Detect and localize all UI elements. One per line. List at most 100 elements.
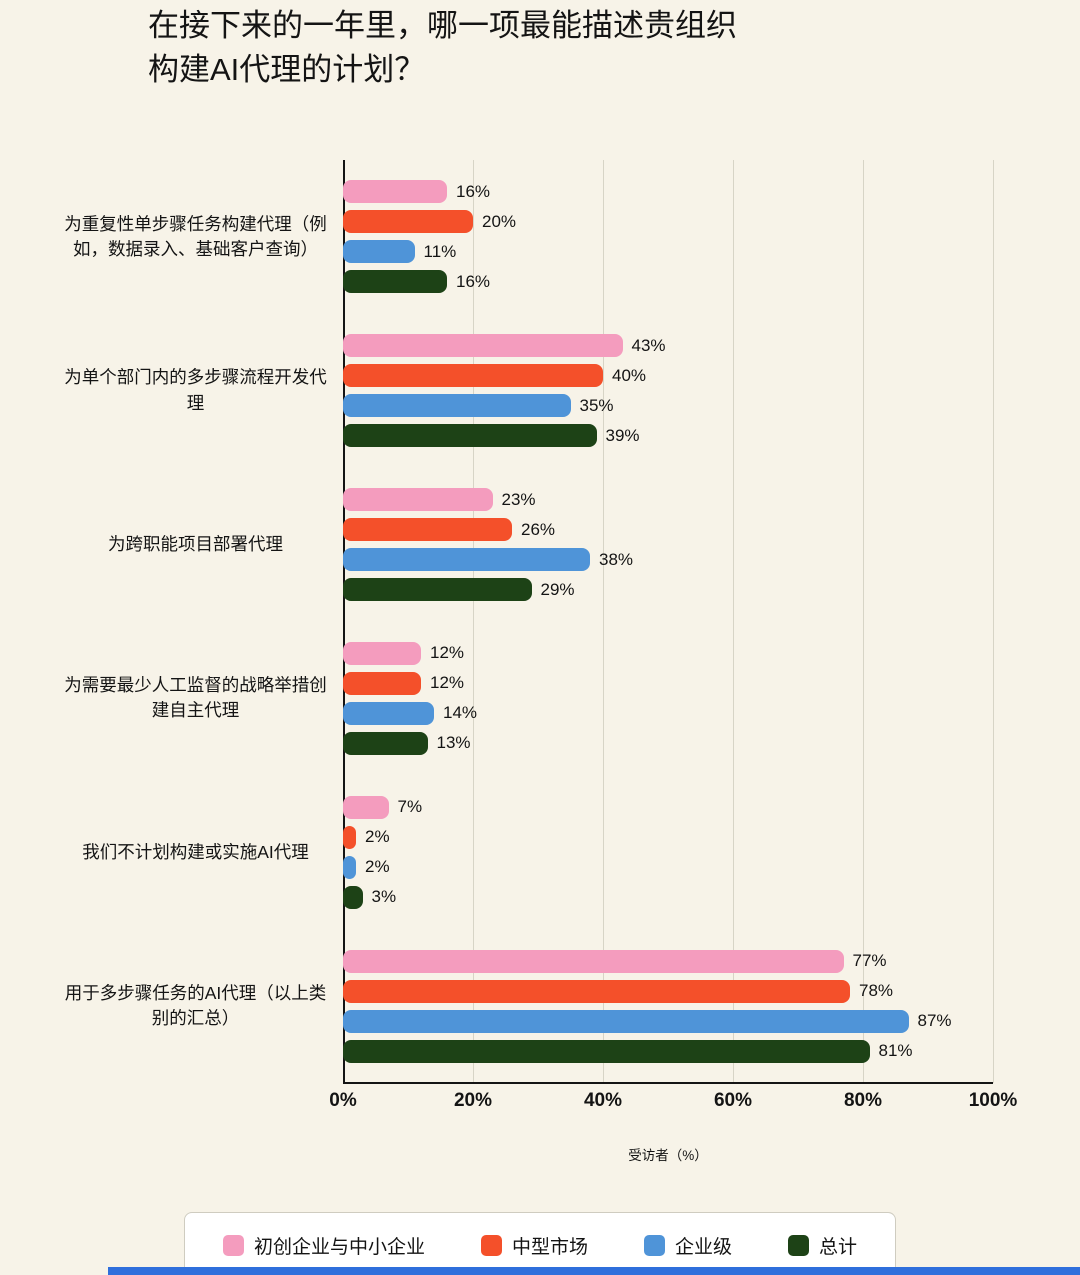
legend-swatch (643, 1234, 665, 1256)
bar (343, 641, 421, 665)
bar-group: 我们不计划构建或实施AI代理 7% 2% 2% 3% (60, 775, 993, 929)
bar (343, 855, 356, 879)
bar-row: 11% (343, 240, 993, 264)
bar (343, 1009, 909, 1033)
bar (343, 979, 850, 1003)
bar-row: 77% (343, 949, 993, 973)
legend-item: 中型市场 (480, 1232, 588, 1259)
category-label: 用于多步骤任务的AI代理（以上类别的汇总） (64, 982, 327, 1029)
bar (343, 394, 571, 418)
bar-row: 40% (343, 364, 993, 388)
bar-group: 用于多步骤任务的AI代理（以上类别的汇总） 77% 78% 87% 81% (60, 929, 993, 1083)
bar (343, 949, 844, 973)
legend-swatch (787, 1234, 809, 1256)
bar (343, 334, 623, 358)
gridline (993, 160, 994, 1083)
bar-row: 12% (343, 641, 993, 665)
bar-row: 2% (343, 855, 993, 879)
bar-row: 38% (343, 548, 993, 572)
x-tick-label: 80% (843, 1090, 883, 1111)
category-label: 为跨职能项目部署代理 (108, 533, 283, 554)
bar-row: 20% (343, 210, 993, 234)
x-tick-label: 60% (713, 1090, 753, 1111)
bar-group: 为需要最少人工监督的战略举措创建自主代理 12% 12% 14% 13% (60, 621, 993, 775)
bar (343, 518, 512, 542)
bar (343, 885, 363, 909)
bar-value-label: 2% (365, 857, 390, 877)
bar-row: 7% (343, 795, 993, 819)
bar-stack: 7% 2% 2% 3% (343, 775, 993, 929)
x-axis-ticks: 0% 20% 40% 60% 80% 100% (60, 1090, 1017, 1116)
bar-value-label: 2% (365, 827, 390, 847)
bar-value-label: 12% (430, 673, 465, 693)
legend-swatch (223, 1234, 244, 1256)
category-label: 我们不计划构建或实施AI代理 (82, 841, 309, 862)
bar (343, 488, 493, 512)
bar (343, 364, 603, 388)
bar-row: 29% (343, 578, 993, 602)
legend-item: 初创企业与中小企业 (223, 1232, 425, 1259)
gridline (473, 160, 474, 1083)
bar (343, 424, 597, 448)
bottom-blue-strip (108, 1267, 1080, 1275)
bar-row: 14% (343, 701, 993, 725)
bar-row: 16% (343, 270, 993, 294)
bar-value-label: 40% (612, 365, 647, 385)
bar-row: 39% (343, 424, 993, 448)
legend-item: 企业级 (643, 1232, 732, 1259)
category-label: 为单个部门内的多步骤流程开发代理 (64, 367, 327, 413)
bar (343, 210, 473, 234)
bar-row: 78% (343, 979, 993, 1003)
bar-stack: 16% 20% 11% 16% (343, 160, 993, 314)
x-tick-label: 40% (583, 1090, 623, 1111)
bar-row: 16% (343, 180, 993, 204)
bar-value-label: 35% (579, 395, 614, 415)
bar (343, 1039, 870, 1063)
bar-value-label: 16% (456, 271, 491, 291)
legend: 初创企业与中小企业 中型市场 企业级 总计 (184, 1212, 896, 1275)
bar-stack: 43% 40% 35% 39% (343, 314, 993, 468)
bar (343, 731, 428, 755)
x-axis-line (343, 1082, 993, 1084)
bar-value-label: 7% (397, 797, 423, 817)
bar-row: 26% (343, 518, 993, 542)
bar-row: 3% (343, 885, 993, 909)
bar-row: 12% (343, 671, 993, 695)
gridline (603, 160, 604, 1083)
legend-item: 总计 (787, 1232, 857, 1259)
bar-value-label: 38% (599, 549, 634, 569)
bar-value-label: 81% (878, 1041, 913, 1061)
bar-row: 87% (343, 1009, 993, 1033)
legend-label: 企业级 (674, 1236, 732, 1258)
category-label: 为需要最少人工监督的战略举措创建自主代理 (64, 675, 327, 721)
y-axis-line (343, 160, 345, 1083)
bar-row: 43% (343, 334, 993, 358)
bar-value-label: 26% (521, 519, 556, 539)
bar (343, 270, 447, 294)
legend-label: 中型市场 (511, 1236, 588, 1258)
bar (343, 180, 447, 204)
bar-value-label: 13% (436, 733, 471, 753)
bar-chart: 为重复性单步骤任务构建代理（例如，数据录入、基础客户查询） 16% 20% 11% 16… (60, 160, 994, 1084)
x-tick-label: 20% (453, 1090, 493, 1111)
bar-groups: 为重复性单步骤任务构建代理（例如，数据录入、基础客户查询） 16% 20% 11% 16… (60, 160, 993, 1083)
bar-value-label: 12% (430, 643, 465, 663)
bar (343, 701, 434, 725)
bar-value-label: 14% (443, 703, 478, 723)
bar-stack: 23% 26% 38% 29% (343, 468, 993, 622)
legend-swatch (480, 1234, 502, 1256)
bar (343, 795, 389, 819)
bar-value-label: 23% (501, 489, 536, 509)
bar (343, 548, 590, 572)
bar-value-label: 16% (456, 181, 491, 201)
gridline (863, 160, 864, 1083)
bar-value-label: 3% (371, 887, 397, 907)
bar-value-label: 20% (482, 211, 517, 231)
category-label: 为重复性单步骤任务构建代理（例如，数据录入、基础客户查询） (64, 213, 327, 259)
bar-row: 2% (343, 825, 993, 849)
bar-row: 35% (343, 394, 993, 418)
bar-value-label: 39% (605, 425, 640, 445)
x-tick-label: 0% (329, 1090, 357, 1111)
bar-group: 为重复性单步骤任务构建代理（例如，数据录入、基础客户查询） 16% 20% 11% 16… (60, 160, 993, 314)
